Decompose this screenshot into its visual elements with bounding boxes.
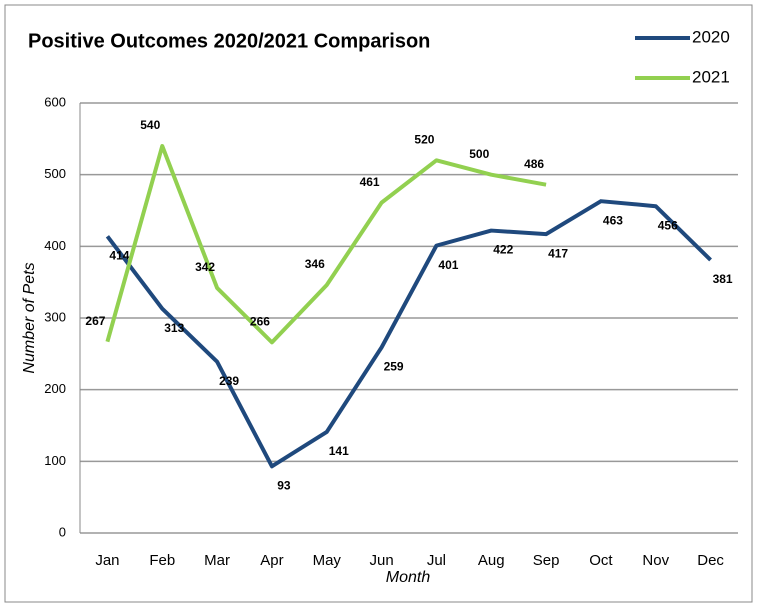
y-tick-label: 200 (44, 381, 66, 396)
x-tick-label: Aug (478, 552, 505, 569)
x-tick-label: Nov (642, 552, 669, 569)
y-tick-label: 300 (44, 309, 66, 324)
data-label: 540 (140, 118, 160, 132)
data-label: 414 (109, 248, 129, 262)
data-label: 461 (360, 175, 380, 189)
data-label: 141 (329, 444, 349, 458)
data-label: 342 (195, 260, 215, 274)
data-label: 417 (548, 246, 568, 260)
x-axis-title: Month (386, 569, 431, 586)
data-label: 401 (438, 258, 458, 272)
series-line (105, 144, 547, 345)
chart-frame (4, 4, 753, 603)
legend-label: 2021 (692, 67, 730, 86)
data-label: 259 (384, 360, 404, 374)
data-label: 346 (305, 257, 325, 271)
legend-label: 2020 (692, 27, 730, 46)
data-label: 520 (414, 133, 434, 147)
x-tick-label: Jan (95, 552, 119, 569)
x-tick-label: Sep (533, 552, 560, 569)
data-label: 500 (469, 147, 489, 161)
data-label: 313 (164, 321, 184, 335)
y-tick-label: 400 (44, 238, 66, 253)
series-line (105, 199, 712, 469)
x-tick-label: Jun (369, 552, 393, 569)
data-label: 381 (713, 272, 733, 286)
data-label: 267 (85, 314, 105, 328)
y-tick-label: 100 (44, 453, 66, 468)
x-tick-label: Jul (427, 552, 446, 569)
chart-title: Positive Outcomes 2020/2021 Comparison (28, 30, 430, 52)
data-label: 486 (524, 157, 544, 171)
data-label: 266 (250, 315, 270, 329)
data-label: 239 (219, 374, 239, 388)
data-label: 93 (277, 479, 291, 493)
data-label: 456 (658, 218, 678, 232)
x-tick-label: May (313, 552, 342, 569)
y-tick-label: 500 (44, 166, 66, 181)
data-label: 463 (603, 213, 623, 227)
x-tick-label: Mar (204, 552, 230, 569)
y-axis-title: Number of Pets (21, 262, 38, 373)
data-label: 422 (493, 243, 513, 257)
y-tick-label: 0 (59, 524, 66, 539)
x-tick-label: Oct (589, 552, 613, 569)
y-tick-label: 600 (44, 94, 66, 109)
x-tick-label: Dec (697, 552, 724, 569)
x-tick-label: Apr (260, 552, 283, 569)
x-tick-label: Feb (149, 552, 175, 569)
